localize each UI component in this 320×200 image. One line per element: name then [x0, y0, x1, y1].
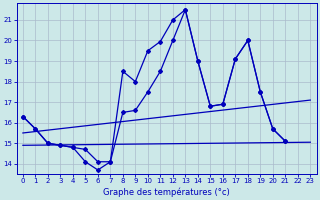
- X-axis label: Graphe des températures (°c): Graphe des températures (°c): [103, 187, 230, 197]
